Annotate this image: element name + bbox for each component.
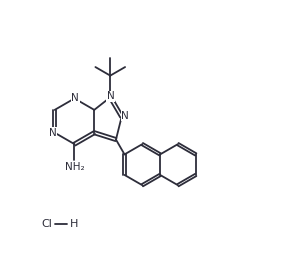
Text: H: H [70,219,78,229]
Text: NH₂: NH₂ [65,162,84,172]
Text: Cl: Cl [42,219,53,229]
Text: N: N [71,93,79,103]
Text: N: N [121,110,129,121]
Text: N: N [49,128,57,138]
Text: N: N [107,91,115,101]
